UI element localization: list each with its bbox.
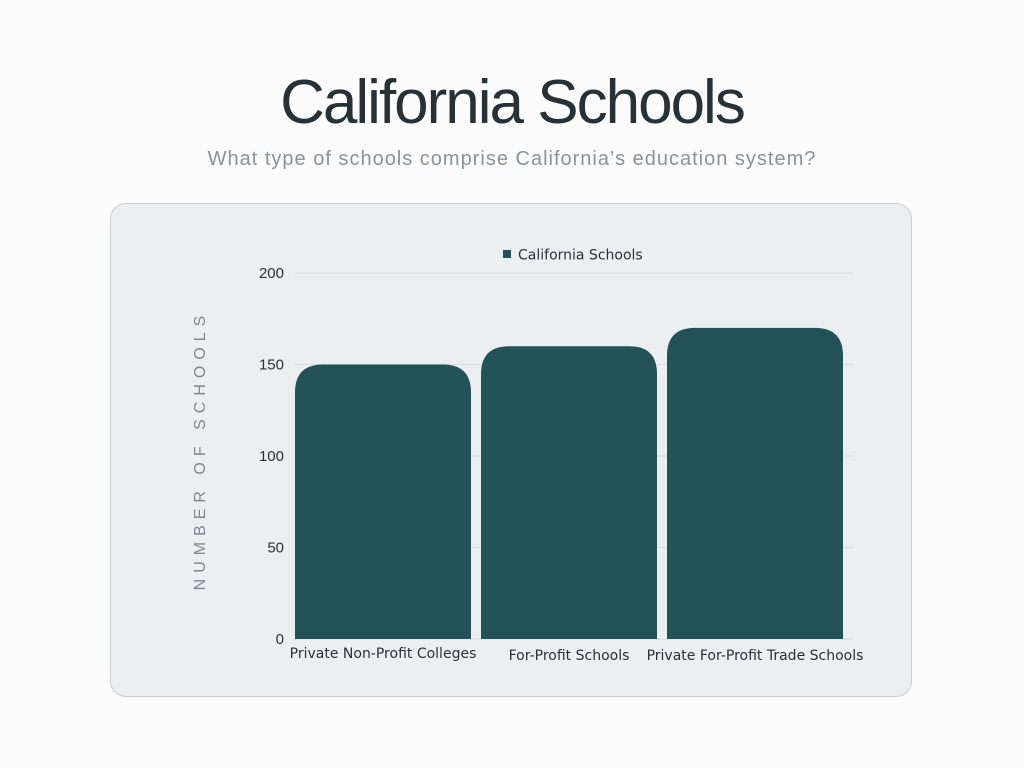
legend-label: California Schools	[518, 248, 643, 264]
y-tick-label: 50	[267, 540, 284, 557]
x-tick-label: For-Profit Schools	[509, 648, 630, 664]
page-title: California Schools	[280, 68, 746, 137]
bar	[667, 327, 843, 639]
legend: California Schools	[503, 248, 643, 264]
page-subtitle: What type of schools comprise California…	[207, 148, 817, 170]
y-tick-label: 0	[276, 631, 284, 648]
y-tick-label: 150	[259, 357, 284, 374]
y-tick-label: 100	[259, 448, 284, 465]
x-tick-label: Private For-Profit Trade Schools	[647, 648, 864, 664]
x-tick-label: Private Non-Profit Colleges	[290, 646, 477, 662]
y-tick-label: 200	[259, 265, 284, 282]
legend-swatch	[503, 250, 511, 258]
bar	[295, 364, 471, 639]
x-axis-labels: Private Non-Profit Colleges For-Profit Sc…	[290, 646, 864, 664]
y-axis-ticks: 0 50 100 150 200	[259, 265, 284, 648]
bars	[295, 327, 843, 639]
y-axis-label: NUMBER OF SCHOOLS	[192, 310, 209, 591]
bar	[481, 346, 657, 639]
